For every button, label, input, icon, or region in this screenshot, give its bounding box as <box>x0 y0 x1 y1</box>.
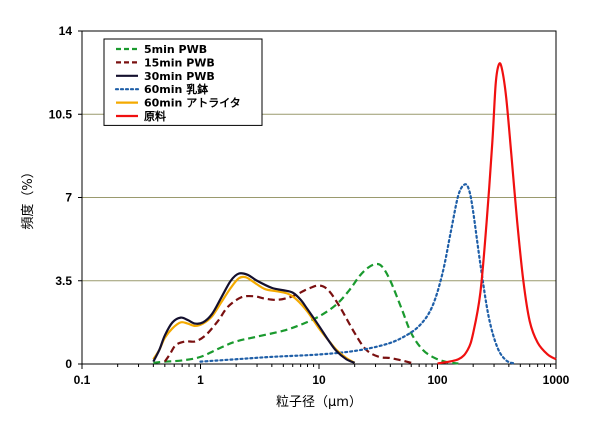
legend-label: 60min 乳鉢 <box>144 82 208 96</box>
x-tick-label: 0.1 <box>74 373 91 387</box>
series-line <box>152 272 356 364</box>
x-tick-label: 1000 <box>543 373 570 387</box>
legend-label: 30min PWB <box>144 70 215 83</box>
x-tick-label: 1 <box>197 373 204 387</box>
y-axis-ticks: 0 3.5 7 10.5 14 <box>49 24 82 371</box>
x-axis-ticks: 0.1 1 10 100 1000 <box>74 364 570 387</box>
legend-box <box>103 38 263 126</box>
x-tick-label: 100 <box>427 373 447 387</box>
series-layer <box>152 62 557 365</box>
y-tick-label: 7 <box>65 191 72 205</box>
series-line <box>199 183 517 365</box>
y-tick-label: 10.5 <box>49 107 73 121</box>
y-tick-label: 14 <box>59 24 73 38</box>
legend-label: 5min PWB <box>144 43 207 56</box>
legend-label: 15min PWB <box>144 56 215 69</box>
y-tick-label: 3.5 <box>55 274 72 288</box>
series-line <box>163 284 412 364</box>
y-tick-label: 0 <box>65 357 72 371</box>
x-tick-label: 10 <box>312 373 326 387</box>
series-line <box>153 262 459 365</box>
series-line <box>437 62 557 365</box>
y-axis-title: 頻度（%） <box>20 165 36 229</box>
legend-label: 60min アトライタ <box>144 97 241 110</box>
legend-label: 原料 <box>144 109 166 123</box>
x-axis-title: 粒子径（μm） <box>276 395 362 410</box>
series-line <box>152 275 356 364</box>
